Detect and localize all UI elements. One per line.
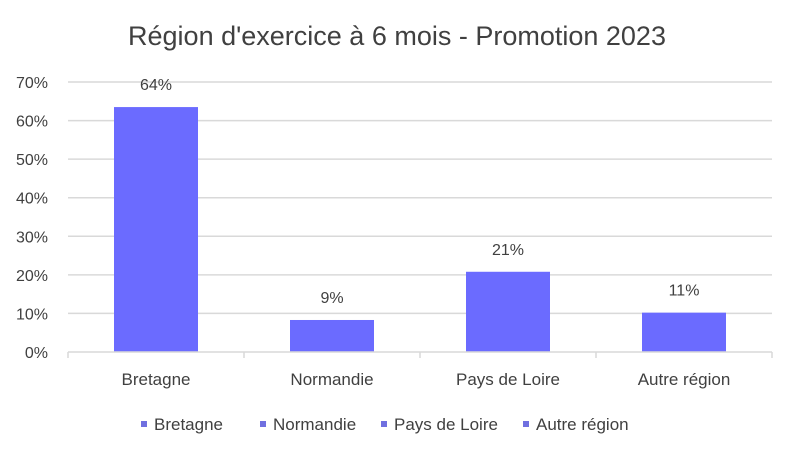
- legend-marker: [141, 421, 147, 427]
- y-tick-label: 40%: [16, 191, 48, 208]
- data-label: 9%: [320, 290, 343, 307]
- data-label: 21%: [492, 242, 524, 259]
- data-label: 11%: [669, 283, 700, 300]
- legend: Bretagne Normandie Pays de Loire Autre régi…: [141, 415, 629, 434]
- bar-normandie: [290, 319, 374, 352]
- x-axis: Bretagne Normandie Pays de Loire Autre régi…: [67, 351, 773, 389]
- legend-marker: [381, 421, 387, 427]
- data-labels: 64% 9% 21% 11%: [140, 77, 699, 307]
- bars: [114, 107, 726, 352]
- data-label: 64%: [140, 77, 172, 94]
- y-tick-label: 20%: [16, 268, 48, 285]
- y-tick-label: 60%: [16, 114, 48, 131]
- legend-entry: Bretagne: [154, 415, 223, 434]
- legend-marker: [260, 421, 266, 427]
- x-tick-label: Pays de Loire: [456, 370, 560, 389]
- legend-entry: Autre région: [536, 415, 629, 434]
- bar-pays-de-loire: [466, 271, 550, 352]
- bar-bretagne: [114, 107, 198, 352]
- legend-entry: Normandie: [273, 415, 356, 434]
- y-axis-ticks: 0% 10% 20% 30% 40% 50% 60% 70%: [16, 75, 48, 362]
- y-tick-label: 30%: [16, 229, 48, 246]
- y-tick-label: 70%: [16, 75, 48, 92]
- y-tick-label: 50%: [16, 152, 48, 169]
- y-tick-label: 10%: [16, 306, 48, 323]
- chart-title: Région d'exercice à 6 mois - Promotion 2…: [128, 21, 666, 51]
- x-tick-label: Normandie: [290, 370, 373, 389]
- legend-marker: [523, 421, 529, 427]
- x-tick-label: Autre région: [638, 370, 731, 389]
- legend-entry: Pays de Loire: [394, 415, 498, 434]
- bar-autre-région: [642, 312, 726, 352]
- y-tick-label: 0%: [25, 345, 48, 362]
- x-tick-label: Bretagne: [122, 370, 191, 389]
